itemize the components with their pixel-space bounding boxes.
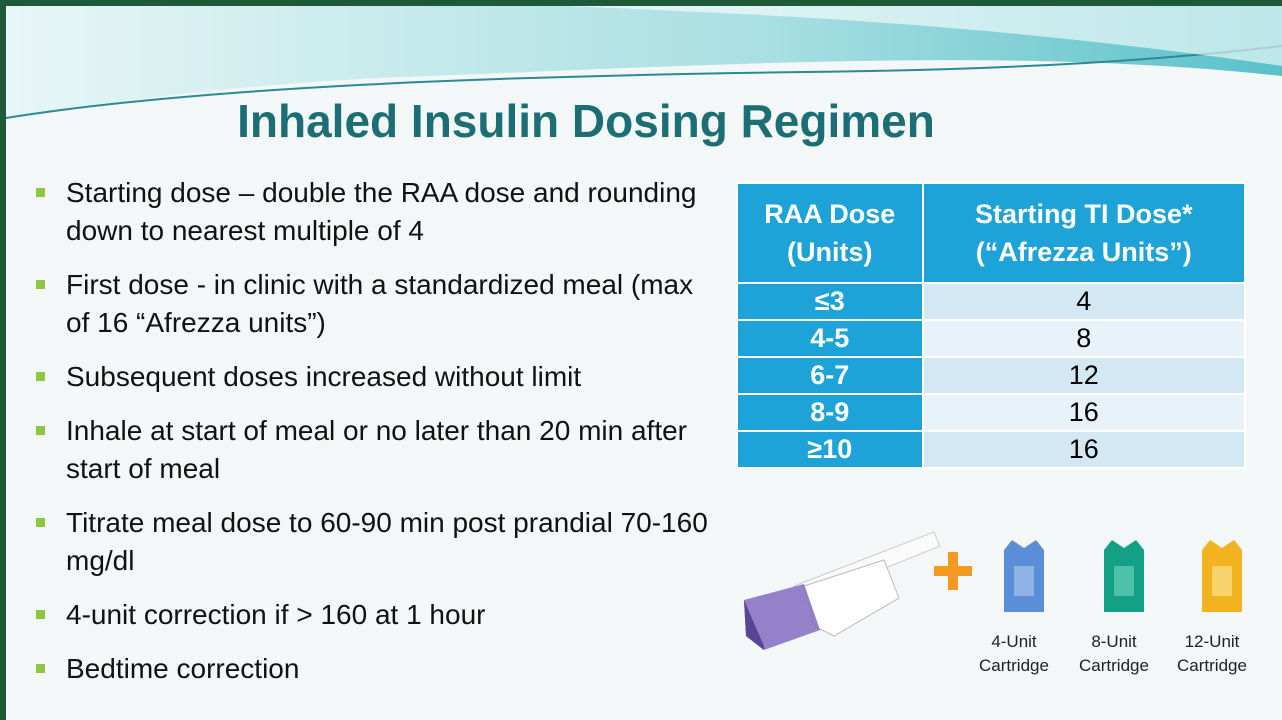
- table-cell: ≥10: [736, 430, 924, 469]
- bullet: First dose - in clinic with a standardiz…: [36, 266, 716, 342]
- table-cell: 4-5: [736, 319, 924, 358]
- bullet: Inhale at start of meal or no later than…: [36, 412, 716, 488]
- bullet: Titrate meal dose to 60-90 min post pran…: [36, 504, 716, 580]
- device-illustration: [744, 531, 1242, 650]
- table-row: 8-9 16: [736, 393, 1247, 432]
- table-cell: 8: [921, 319, 1247, 358]
- cartridge-label: 8-Unit Cartridge: [1079, 632, 1149, 675]
- table-cell: 16: [921, 430, 1247, 469]
- bullet: Bedtime correction: [36, 650, 716, 688]
- header-cell: Starting TI Dose* (“Afrezza Units”): [921, 182, 1247, 284]
- table-cell: 8-9: [736, 393, 924, 432]
- table-cell: ≤3: [736, 282, 924, 321]
- table-row: ≤3 4: [736, 282, 1247, 321]
- table-cell: 6-7: [736, 356, 924, 395]
- table-cell: 12: [921, 356, 1247, 395]
- dose-table: RAA Dose (Units) Starting TI Dose* (“Afre…: [736, 182, 1247, 469]
- bullet: 4-unit correction if > 160 at 1 hour: [36, 596, 716, 634]
- slide: Inhaled Insulin Dosing Regimen Starting …: [6, 6, 1282, 720]
- slide-title: Inhaled Insulin Dosing Regimen: [237, 95, 935, 147]
- table-cell: 16: [921, 393, 1247, 432]
- header-wave: [6, 6, 1282, 121]
- bullet: Subsequent doses increased without limit: [36, 358, 716, 396]
- cartridge-label: 4-Unit Cartridge: [979, 632, 1049, 675]
- cartridge-label: 12-Unit Cartridge: [1177, 632, 1247, 675]
- table-row: 6-7 12: [736, 356, 1247, 395]
- table-cell: 4: [921, 282, 1247, 321]
- header-cell: RAA Dose (Units): [736, 182, 924, 284]
- bullet: Starting dose – double the RAA dose and …: [36, 174, 716, 250]
- bullet-list: Starting dose – double the RAA dose and …: [36, 174, 716, 704]
- table-row: ≥10 16: [736, 430, 1247, 469]
- table-row: 4-5 8: [736, 319, 1247, 358]
